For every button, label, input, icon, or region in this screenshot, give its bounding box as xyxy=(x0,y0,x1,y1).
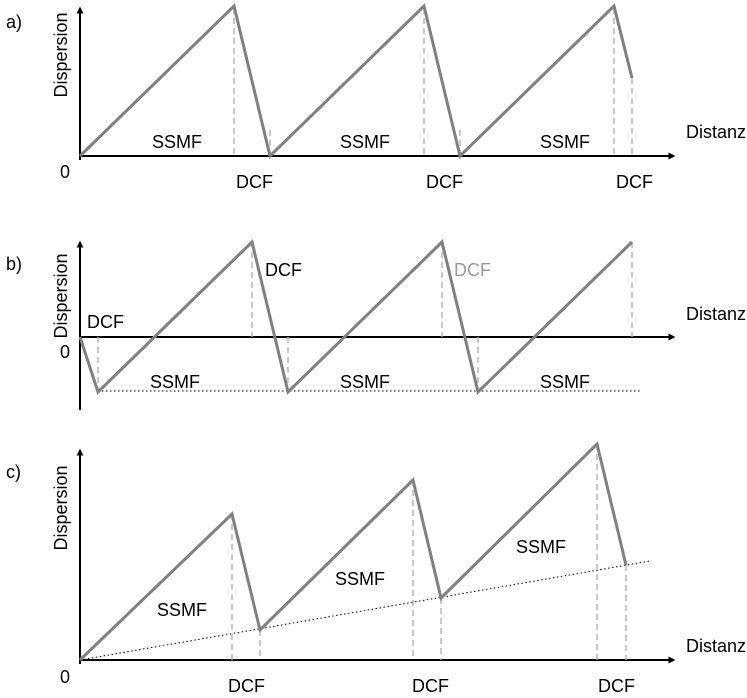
dispersion-curve-b xyxy=(78,239,634,395)
fiber-label-b-3: SSMF xyxy=(540,372,590,392)
fiber-label-b-2: SSMF xyxy=(340,372,390,392)
dcf-label-b-1: DCF xyxy=(87,312,124,332)
fiber-label-a-1: SSMF xyxy=(152,132,202,152)
dotted-trend-c xyxy=(79,560,651,661)
fiber-label-c-3: SSMF xyxy=(516,537,566,557)
origin-label-c: 0 xyxy=(60,667,70,687)
panel-label-c: c) xyxy=(6,462,21,482)
dispersion-curve-c xyxy=(78,441,628,662)
panel-label-b: b) xyxy=(6,254,22,274)
fiber-label-c-1: SSMF xyxy=(157,600,207,620)
dcf-label-c-3: DCF xyxy=(598,676,635,696)
y-axis-label-b: Dispersion xyxy=(51,253,71,338)
x-axis-label-a: Distanz xyxy=(686,122,746,142)
y-axis-label-a: Dispersion xyxy=(51,12,71,97)
panel-a: a) Dispersion 0 Distanz SSMF SSMF SSMF D… xyxy=(6,3,746,192)
dcf-label-b-3: DCF xyxy=(454,260,491,280)
x-axis-label-c: Distanz xyxy=(686,636,746,656)
dcf-label-a-3: DCF xyxy=(616,172,653,192)
fiber-label-a-3: SSMF xyxy=(540,132,590,152)
panel-c: c) Dispersion 0 Distanz SSMF SSMF SSMF D… xyxy=(6,441,746,696)
dcf-label-c-1: DCF xyxy=(228,676,265,696)
dispersion-curve-a xyxy=(78,3,634,159)
origin-label-b: 0 xyxy=(60,342,70,362)
panel-b: b) Dispersion 0 Distanz DCF DCF DCF SSMF… xyxy=(6,239,746,410)
fiber-label-a-2: SSMF xyxy=(340,132,390,152)
dcf-label-a-1: DCF xyxy=(236,172,273,192)
x-axis-label-b: Distanz xyxy=(686,304,746,324)
dcf-label-a-2: DCF xyxy=(426,172,463,192)
panel-label-a: a) xyxy=(6,12,22,32)
dcf-label-b-2: DCF xyxy=(265,260,302,280)
y-axis-label-c: Dispersion xyxy=(51,465,71,550)
dcf-label-c-2: DCF xyxy=(412,676,449,696)
fiber-label-c-2: SSMF xyxy=(335,569,385,589)
fiber-label-b-1: SSMF xyxy=(150,372,200,392)
origin-label-a: 0 xyxy=(60,162,70,182)
